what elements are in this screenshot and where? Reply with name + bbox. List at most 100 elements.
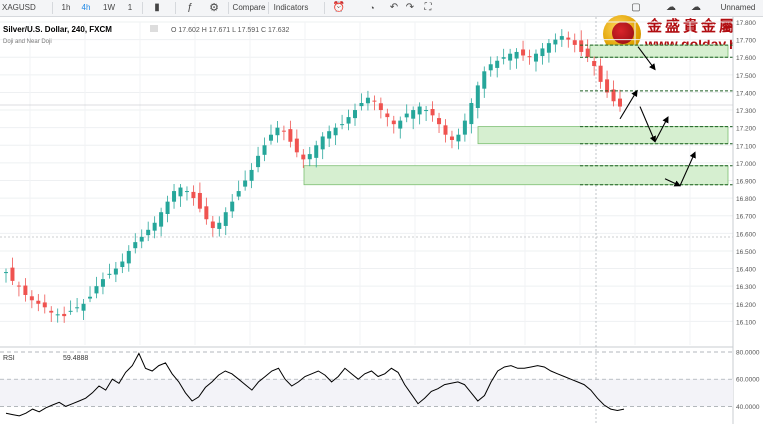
candle-body [566, 37, 571, 40]
candle [36, 294, 41, 312]
toolbar-separator [175, 2, 176, 14]
candle-body [320, 136, 325, 150]
candle-body [417, 106, 422, 115]
price-tick-label: 16.300 [736, 284, 756, 291]
candle-body [197, 192, 202, 209]
candle-body [533, 53, 538, 62]
chart-type-icon[interactable]: ▮ [154, 2, 160, 13]
candle-body [333, 127, 338, 136]
candle [508, 48, 513, 70]
candle-body [514, 51, 519, 59]
candle [100, 272, 105, 295]
candle [275, 120, 280, 143]
candle-body [133, 242, 138, 249]
candle [533, 49, 538, 72]
candle [281, 125, 286, 141]
price-grid [0, 17, 763, 424]
alarm-icon[interactable]: ◔ [369, 3, 375, 13]
interval-4h-button[interactable]: 4h [81, 3, 91, 12]
candle-body [126, 250, 131, 264]
candle-body [546, 43, 551, 53]
candle [126, 245, 131, 272]
rsi-label: RSI [3, 355, 15, 362]
candle-body [618, 98, 622, 107]
candle-body [55, 314, 60, 316]
candle [456, 128, 461, 150]
candle [29, 290, 34, 309]
candle [592, 56, 597, 76]
candle [340, 114, 345, 130]
rsi-pane: 80.0000 60.0000 40.0000 [0, 350, 760, 417]
candle-body [385, 113, 390, 118]
candle-body [281, 130, 286, 132]
candle-body [68, 310, 73, 312]
rsi-tick-label: 80.0000 [736, 350, 760, 357]
interval-1w-button[interactable]: 1W [103, 3, 115, 12]
undo-icon[interactable]: ↶ [389, 2, 399, 13]
interval-1-button[interactable]: 1 [127, 3, 133, 12]
symbol-button[interactable]: XAGUSD [2, 3, 36, 12]
candle [572, 33, 577, 53]
candle-body [113, 268, 118, 275]
legend-eye-icon[interactable] [150, 25, 158, 32]
price-chart[interactable]: 17.66917.60017.40917.31817.20617.10916.9… [0, 17, 763, 424]
candle-body [372, 100, 377, 102]
candle-body [23, 285, 28, 295]
candle-body [482, 71, 487, 89]
rsi-tick-label: 60.0000 [736, 377, 760, 384]
candle-body [159, 212, 164, 227]
interval-1h-button[interactable]: 1h [61, 3, 71, 12]
candle-body [579, 40, 584, 52]
cloud-save-icon[interactable]: ☁ [666, 2, 676, 13]
candle [55, 308, 60, 323]
candle [139, 229, 144, 249]
candle-body [495, 60, 500, 68]
candle-body [404, 113, 409, 118]
settings-gear-icon[interactable]: ⚙ [209, 2, 219, 14]
camera-icon[interactable]: ▢ [631, 2, 641, 13]
indicators-button[interactable]: Indicators [273, 3, 309, 12]
candle-body [223, 212, 228, 226]
candle-body [611, 89, 616, 102]
candle-body [540, 48, 545, 57]
candle-body [437, 118, 442, 125]
redo-icon[interactable]: ↷ [405, 2, 415, 13]
candle-body [288, 129, 293, 142]
candle-body [430, 109, 435, 116]
candle [378, 97, 383, 119]
chart-toolbar: XAGUSD 1h 4h 1W 1 ▮ ƒ ⚙ Compare Indicato… [0, 0, 763, 17]
candle-body [340, 124, 345, 126]
candle [113, 261, 118, 283]
candle-body [359, 103, 364, 107]
candle-body [120, 261, 125, 268]
candle-body [178, 187, 183, 197]
alert-icon[interactable]: ⏰ [332, 2, 346, 13]
candle [16, 281, 21, 297]
price-tick-label: 17.600 [736, 55, 756, 62]
price-zone [589, 44, 729, 58]
indicator-icon[interactable]: ƒ [187, 2, 193, 13]
candle-body [262, 145, 267, 155]
price-tick-label: 16.200 [736, 302, 756, 309]
candle [172, 184, 177, 209]
candle-body [88, 296, 93, 299]
fullscreen-icon[interactable]: ⛶ [424, 2, 432, 13]
candle-body [152, 222, 157, 231]
price-zone [303, 165, 729, 186]
layout-name-button[interactable]: Unnamed [720, 3, 756, 12]
candle [437, 112, 442, 134]
candle-body [146, 229, 151, 236]
legend-study: Doji and Near Doji [3, 39, 52, 45]
candle-body [462, 120, 467, 135]
candle [424, 105, 429, 122]
candle [527, 49, 532, 65]
candle [501, 48, 506, 65]
toolbar-separator [324, 2, 325, 14]
compare-button[interactable]: Compare [232, 3, 266, 12]
candle [605, 70, 610, 98]
rsi-band [0, 379, 733, 407]
cloud-icon[interactable]: ☁ [691, 2, 701, 13]
candle [327, 125, 332, 148]
candle [307, 146, 312, 167]
candle-body [572, 40, 577, 45]
